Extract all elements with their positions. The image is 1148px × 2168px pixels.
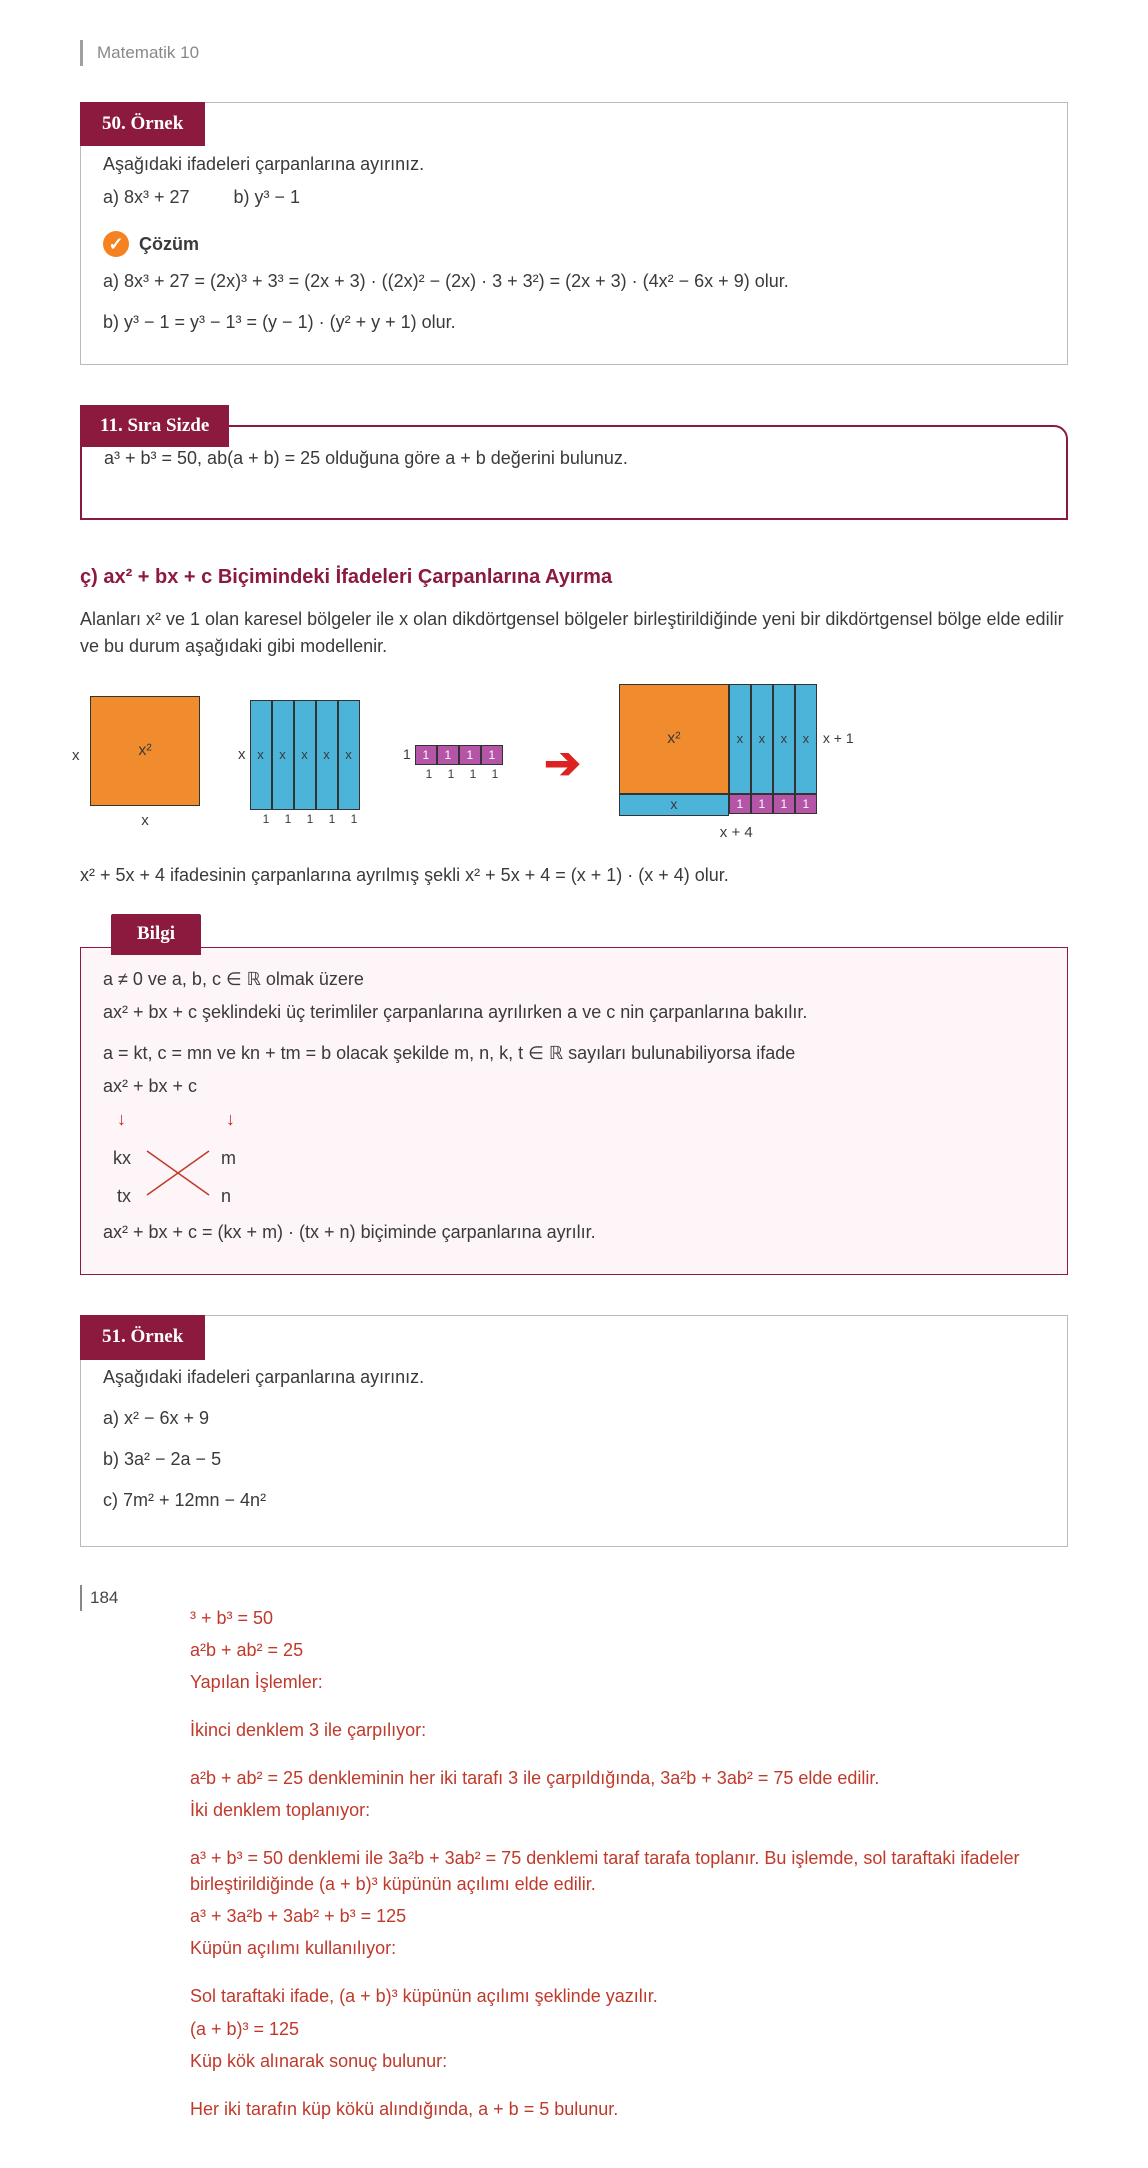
ex51-prompt: Aşağıdaki ifadeleri çarpanlarına ayırını…: [103, 1364, 1045, 1391]
x-left-label: x: [72, 745, 80, 768]
sira-11-text: a³ + b³ = 50, ab(a + b) = 25 olduğuna gö…: [104, 445, 1044, 472]
sol-l9: Küpün açılımı kullanılıyor:: [190, 1935, 1068, 1961]
combo-x2: x²: [619, 684, 729, 794]
sol-l6: İki denklem toplanıyor:: [190, 1797, 1068, 1823]
one-cell-1: 1: [415, 745, 437, 765]
section-c-conclusion: x² + 5x + 4 ifadesinin çarpanlarına ayrı…: [80, 862, 1068, 889]
x2-square: x²: [90, 696, 200, 806]
diagram-x2-block: x x² x: [90, 696, 200, 833]
page-number: 184: [80, 1585, 118, 1611]
solution-block: ³ + b³ = 50 a²b + ab² = 25 Yapılan İşlem…: [190, 1605, 1068, 2122]
bar-lbl-4: 1: [321, 810, 343, 828]
combo-one-1: 1: [729, 794, 751, 814]
cross-kx: kx: [113, 1145, 131, 1172]
one-blbl-2: 1: [440, 765, 462, 783]
bar-lbl-2: 1: [277, 810, 299, 828]
combo-bar-2: x: [751, 684, 773, 794]
ex51-c: c) 7m² + 12mn − 4n²: [103, 1487, 1045, 1514]
one-blbl-1: 1: [418, 765, 440, 783]
bar-3: x: [294, 700, 316, 810]
combo-xplus4: x + 4: [619, 822, 854, 845]
sira-11-tab: 11. Sıra Sizde: [80, 405, 229, 448]
cross-m: m: [221, 1145, 236, 1172]
sol-l1: ³ + b³ = 50: [190, 1605, 1068, 1631]
combo-bar-3: x: [773, 684, 795, 794]
bar-5: x: [338, 700, 360, 810]
cross-lines-icon: [143, 1145, 213, 1201]
arrow-icon: ➔: [544, 731, 581, 797]
bilgi-l1: a ≠ 0 ve a, b, c ∈ ℝ olmak üzere: [103, 966, 1045, 993]
bilgi-l4: ax² + bx + c: [103, 1073, 1045, 1100]
sol-l2: a²b + ab² = 25: [190, 1637, 1068, 1663]
sira-11-box: 11. Sıra Sizde a³ + b³ = 50, ab(a + b) =…: [80, 425, 1068, 520]
diagram-bars-block: x x x x x x 1 1 1 1 1: [238, 700, 365, 828]
example-50-tab: 50. Örnek: [80, 102, 205, 147]
diagram-ones-block: 1 1 1 1 1 1 1 1 1: [403, 744, 506, 783]
ex50-b: b) y³ − 1: [234, 184, 301, 211]
bar-lbl-1: 1: [255, 810, 277, 828]
bilgi-tab: Bilgi: [111, 914, 201, 955]
sol-l3: Yapılan İşlemler:: [190, 1669, 1068, 1695]
ones-1-left: 1: [403, 744, 411, 765]
sol-l12: Küp kök alınarak sonuç bulunur:: [190, 2048, 1068, 2074]
one-cell-4: 1: [481, 745, 503, 765]
sol-l13: Her iki tarafın küp kökü alındığında, a …: [190, 2096, 1068, 2122]
one-blbl-3: 1: [462, 765, 484, 783]
example-51-tab: 51. Örnek: [80, 1315, 205, 1360]
ex50-sol-a: a) 8x³ + 27 = (2x)³ + 3³ = (2x + 3) · ((…: [103, 268, 1045, 295]
ex51-b: b) 3a² − 2a − 5: [103, 1446, 1045, 1473]
bilgi-l3: a = kt, c = mn ve kn + tm = b olacak şek…: [103, 1040, 1045, 1067]
combo-one-2: 1: [751, 794, 773, 814]
bar-1: x: [250, 700, 272, 810]
combo-xplus1: x + 1: [823, 728, 854, 749]
one-cell-2: 1: [437, 745, 459, 765]
diagram-row: x x² x x x x x x x 1 1 1 1 1 1: [90, 684, 1068, 845]
cozum-label: Çözüm: [139, 231, 199, 258]
combo-bar-4: x: [795, 684, 817, 794]
cross-diagram: kx tx m n: [113, 1139, 263, 1209]
combo-bar-1: x: [729, 684, 751, 794]
down-arrows-icon: ↓↓: [117, 1106, 1045, 1133]
bar-4: x: [316, 700, 338, 810]
sol-l5: a²b + ab² = 25 denkleminin her iki taraf…: [190, 1765, 1068, 1791]
ex51-a: a) x² − 6x + 9: [103, 1405, 1045, 1432]
cross-tx: tx: [117, 1183, 131, 1210]
ex50-sol-b: b) y³ − 1 = y³ − 1³ = (y − 1) · (y² + y …: [103, 309, 1045, 336]
sol-l7: a³ + b³ = 50 denklemi ile 3a²b + 3ab² = …: [190, 1845, 1068, 1897]
one-cell-3: 1: [459, 745, 481, 765]
combo-x-strip: x: [619, 794, 729, 816]
example-50-box: 50. Örnek Aşağıdaki ifadeleri çarpanları…: [80, 102, 1068, 365]
bar-lbl-3: 1: [299, 810, 321, 828]
combo-one-3: 1: [773, 794, 795, 814]
ex50-prompt: Aşağıdaki ifadeleri çarpanlarına ayırını…: [103, 151, 1045, 178]
bar-2: x: [272, 700, 294, 810]
diagram-combined: x² x x x x x + 1 x 1 1 1 1 x + 4: [619, 684, 854, 845]
bilgi-l5: ax² + bx + c = (kx + m) · (tx + n) biçim…: [103, 1219, 1045, 1246]
sol-l8: a³ + 3a²b + 3ab² + b³ = 125: [190, 1903, 1068, 1929]
sol-l10: Sol taraftaki ifade, (a + b)³ küpünün aç…: [190, 1983, 1068, 2009]
one-blbl-4: 1: [484, 765, 506, 783]
sol-l4: İkinci denklem 3 ile çarpılıyor:: [190, 1717, 1068, 1743]
sol-l11: (a + b)³ = 125: [190, 2016, 1068, 2042]
bilgi-l2: ax² + bx + c şeklindeki üç terimliler ça…: [103, 999, 1045, 1026]
bars-x-label: x: [238, 744, 246, 767]
section-c-intro: Alanları x² ve 1 olan karesel bölgeler i…: [80, 606, 1068, 660]
bar-lbl-5: 1: [343, 810, 365, 828]
combo-one-4: 1: [795, 794, 817, 814]
bilgi-box: Bilgi a ≠ 0 ve a, b, c ∈ ℝ olmak üzere a…: [80, 947, 1068, 1275]
ex50-a: a) 8x³ + 27: [103, 184, 190, 211]
x-bottom-label: x: [90, 810, 200, 833]
example-51-box: 51. Örnek Aşağıdaki ifadeleri çarpanları…: [80, 1315, 1068, 1547]
page-header: Matematik 10: [80, 40, 1068, 66]
section-c-title: ç) ax² + bx + c Biçimindeki İfadeleri Ça…: [80, 562, 1068, 592]
check-icon: ✓: [103, 231, 129, 257]
cross-n: n: [221, 1183, 231, 1210]
